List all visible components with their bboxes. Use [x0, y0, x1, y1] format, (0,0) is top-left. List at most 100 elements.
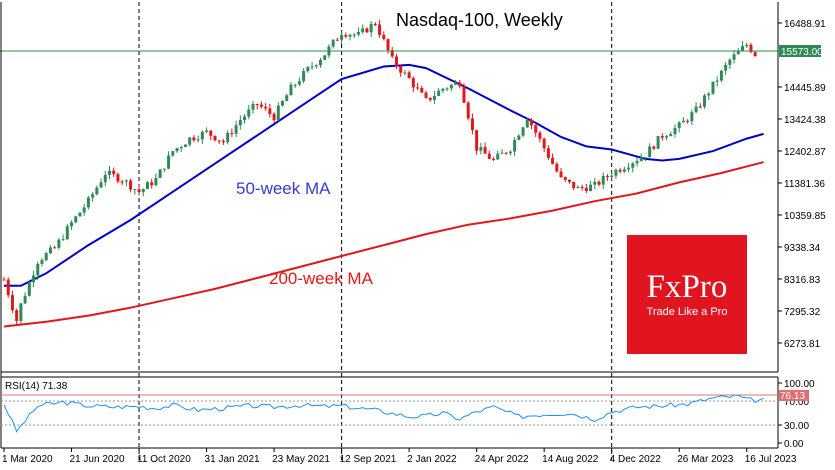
candle-body	[580, 186, 584, 188]
candle-body	[559, 171, 563, 178]
candle-body	[517, 135, 521, 140]
candle-body	[479, 147, 483, 151]
time-tick-label: 1 Mar 2020	[2, 454, 53, 465]
rsi-tick-label: 100.00	[784, 379, 815, 390]
candle-body	[340, 35, 344, 40]
candle-body	[386, 39, 390, 51]
candle-body	[593, 181, 597, 185]
candle-body	[534, 125, 538, 133]
candle-body	[563, 177, 567, 180]
candle-body	[449, 84, 453, 89]
price-axis: 16488.91 14445.89 13424.38 12402.87 11381.36…	[778, 19, 826, 350]
time-tick-label: 14 Aug 2022	[542, 454, 599, 465]
candle-body	[538, 132, 542, 139]
candle-body	[116, 174, 120, 182]
candle-body	[53, 247, 57, 249]
candle-body	[251, 104, 255, 110]
candle-body	[268, 108, 272, 114]
candle-body	[293, 84, 297, 86]
rsi-current-label: 76.13	[780, 391, 805, 402]
candle-body	[175, 148, 179, 152]
candle-body	[428, 97, 432, 100]
rsi-tick-label: 70.00	[784, 397, 809, 408]
candle-body	[145, 182, 149, 189]
candle-body	[348, 34, 352, 37]
candle-body	[361, 28, 365, 33]
candle-body	[297, 81, 301, 85]
candle-body	[276, 105, 280, 121]
candles	[2, 19, 757, 325]
candle-body	[492, 158, 496, 160]
candle-body	[732, 54, 736, 60]
candle-body	[120, 181, 124, 183]
candle-body	[694, 106, 698, 113]
candle-body	[356, 32, 360, 35]
candle-body	[108, 170, 111, 175]
candle-body	[601, 175, 605, 185]
candle-body	[411, 78, 415, 88]
fxpro-logo-text: FxPro	[646, 269, 728, 305]
candle-body	[40, 260, 44, 264]
candle-body	[652, 146, 656, 149]
current-price-box	[779, 45, 821, 57]
candle-body	[91, 194, 95, 198]
candle-body	[281, 101, 285, 106]
candle-body	[445, 88, 449, 90]
candle-body	[741, 46, 744, 51]
candle-body	[44, 253, 48, 261]
price-tick-label: 11381.36	[784, 179, 825, 190]
candle-body	[475, 130, 479, 151]
candle-body	[627, 167, 631, 170]
time-tick-label: 4 Dec 2022	[610, 454, 662, 465]
candle-body	[78, 212, 82, 217]
time-tick-label: 11 Oct 2020	[137, 454, 191, 465]
candle-body	[390, 50, 394, 57]
candle-body	[61, 239, 65, 241]
candle-body	[513, 139, 517, 152]
price-tick-label: 13424.38	[784, 115, 826, 126]
candle-body	[6, 279, 10, 296]
candle-body	[247, 109, 251, 117]
candle-body	[217, 140, 221, 142]
time-tick-label: 23 May 2021	[272, 454, 330, 465]
price-tick-label: 7295.32	[784, 307, 821, 318]
rsi-current-box	[779, 390, 809, 401]
current-price-label: 15573.00	[781, 47, 823, 58]
candle-body	[230, 132, 234, 134]
marker-lines	[138, 2, 613, 460]
candle-body	[686, 120, 690, 122]
candle-body	[259, 104, 263, 107]
candle-body	[272, 113, 276, 121]
candle-body	[394, 56, 398, 67]
candle-body	[597, 181, 601, 185]
candle-body	[605, 175, 609, 177]
candle-body	[521, 127, 525, 136]
candle-body	[546, 148, 550, 158]
candle-body	[462, 86, 466, 103]
candle-body	[483, 147, 487, 154]
candle-body	[665, 136, 669, 138]
candle-body	[10, 295, 14, 311]
candle-body	[496, 153, 500, 160]
candle-body	[635, 161, 639, 164]
candle-body	[681, 120, 685, 123]
candle-body	[530, 119, 533, 126]
candle-body	[352, 34, 356, 36]
rsi-panel: 100.00 30.00 0.00 70.00	[1, 379, 815, 450]
candle-body	[500, 152, 504, 154]
candle-body	[724, 64, 728, 71]
time-tick-label: 26 Mar 2023	[677, 454, 734, 465]
candle-body	[631, 163, 635, 168]
candle-body	[323, 55, 327, 60]
price-tick-label: 8316.83	[784, 275, 821, 286]
candle-body	[365, 28, 369, 33]
candle-body	[226, 132, 230, 143]
candle-body	[420, 87, 424, 93]
candle-body	[234, 125, 238, 134]
candle-body	[238, 120, 242, 126]
ma200-label: 200-week MA	[269, 269, 374, 288]
candle-body	[213, 135, 217, 141]
candle-body	[183, 144, 187, 148]
candle-body	[369, 23, 373, 33]
candle-body	[715, 80, 719, 82]
